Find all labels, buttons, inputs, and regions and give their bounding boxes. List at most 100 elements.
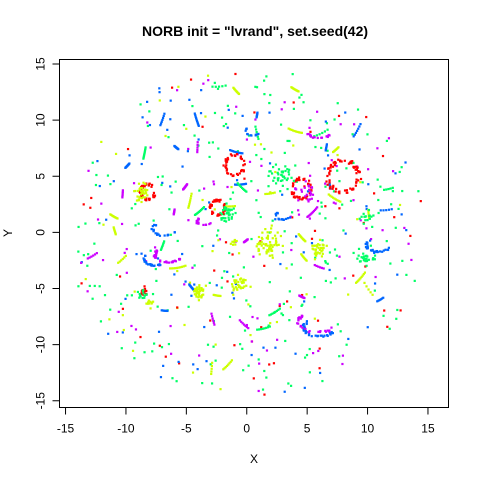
data-point [271, 254, 274, 257]
data-point [341, 362, 344, 366]
data-point [271, 191, 274, 195]
data-point [147, 299, 150, 302]
data-point [345, 189, 348, 192]
data-point [236, 288, 239, 291]
data-point [278, 303, 281, 306]
data-point [372, 257, 375, 261]
data-point [328, 251, 332, 254]
data-point [145, 197, 148, 200]
data-point [358, 260, 362, 263]
data-point [281, 251, 285, 254]
data-point [387, 246, 390, 249]
data-point [403, 226, 406, 230]
data-point [211, 361, 214, 364]
data-point [240, 170, 243, 173]
data-point [178, 362, 181, 365]
data-point [301, 303, 304, 306]
data-point [227, 218, 231, 221]
data-point [321, 131, 324, 135]
data-point [259, 215, 262, 219]
data-point [325, 145, 328, 148]
data-point [387, 187, 390, 191]
data-point [148, 123, 152, 127]
data-point [225, 160, 228, 163]
data-point [163, 234, 166, 237]
data-point [231, 213, 234, 216]
data-point [326, 149, 329, 152]
data-point [367, 183, 370, 186]
data-point [358, 217, 361, 220]
data-point [396, 308, 399, 312]
data-point [148, 110, 151, 113]
data-point [224, 122, 228, 126]
data-point [253, 111, 256, 114]
data-point [98, 222, 101, 225]
data-point [266, 236, 269, 239]
data-point [240, 157, 243, 161]
data-point [313, 136, 316, 139]
data-point [359, 219, 362, 222]
data-point [238, 151, 241, 155]
data-point [82, 254, 85, 257]
data-point [225, 364, 229, 368]
data-point [268, 248, 271, 251]
data-point [206, 343, 210, 346]
data-point [413, 279, 416, 282]
data-point [382, 314, 385, 317]
data-point [141, 296, 144, 300]
data-point [138, 196, 141, 199]
data-point [176, 306, 179, 309]
data-point [401, 189, 404, 193]
data-point [382, 209, 385, 212]
data-point [381, 250, 384, 253]
data-point [291, 129, 295, 132]
data-point [362, 212, 365, 215]
data-point [138, 293, 141, 296]
data-point [364, 245, 368, 249]
data-point [337, 158, 340, 161]
data-point [213, 200, 216, 203]
data-point [328, 332, 332, 335]
y-tick-label: -5 [34, 283, 48, 294]
data-point [364, 242, 367, 246]
data-point [120, 222, 124, 226]
data-point [231, 240, 234, 243]
data-point [325, 146, 328, 150]
data-point [263, 393, 266, 396]
data-point [248, 160, 252, 163]
data-point [234, 282, 238, 286]
data-point [352, 274, 355, 277]
data-point [279, 123, 283, 126]
data-point [292, 107, 295, 110]
data-point [260, 236, 264, 240]
data-point [336, 153, 339, 157]
x-tick-label: -15 [57, 422, 75, 436]
data-point [158, 234, 162, 237]
data-point [260, 164, 263, 167]
data-point [236, 150, 239, 153]
data-point [386, 248, 389, 252]
data-point [173, 208, 176, 211]
data-point [211, 210, 214, 213]
data-point [294, 352, 297, 355]
data-point [124, 297, 127, 300]
data-point [136, 189, 140, 193]
data-point [169, 118, 172, 121]
data-point [379, 209, 382, 212]
data-point [170, 261, 173, 264]
data-point [212, 345, 215, 348]
data-point [318, 347, 321, 350]
data-point [324, 205, 327, 208]
data-point [272, 165, 275, 169]
data-point [121, 193, 124, 196]
data-point [149, 146, 152, 149]
data-point [126, 294, 129, 297]
data-point [155, 251, 158, 254]
data-point [352, 199, 355, 202]
data-point [274, 163, 278, 166]
data-point [268, 101, 271, 105]
data-point [409, 234, 412, 238]
data-point [243, 182, 246, 186]
data-point [326, 329, 329, 332]
data-point [197, 123, 200, 126]
